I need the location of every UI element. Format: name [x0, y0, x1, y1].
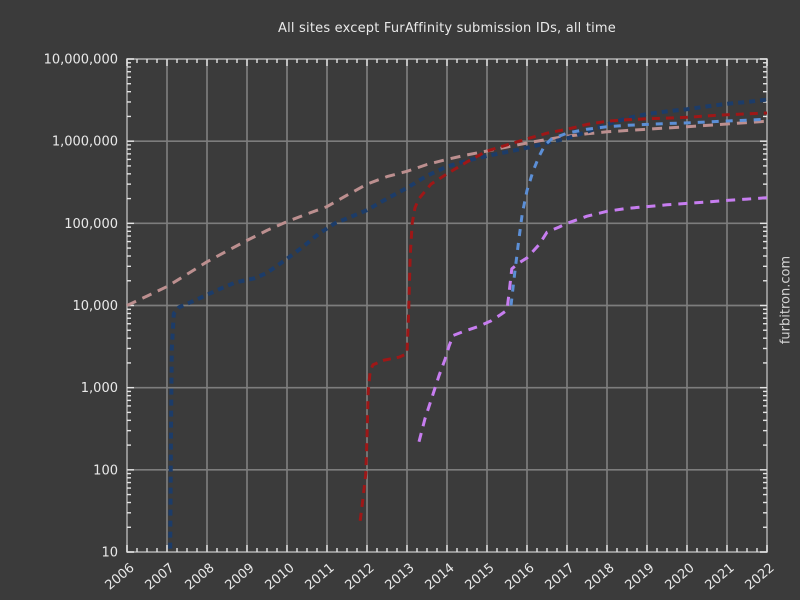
y-tick-label: 1,000,000	[52, 135, 118, 150]
series-rosybrown-dashed	[126, 119, 768, 307]
x-tick-label: 2011	[303, 561, 338, 594]
series-darkred-dashed	[358, 111, 768, 521]
x-tick-label: 2019	[623, 561, 658, 594]
x-tick-label: 2007	[143, 561, 178, 594]
x-tick-label: 2010	[263, 561, 298, 594]
x-tick-label: 2021	[703, 561, 738, 594]
series-darkblue-dashed	[168, 97, 768, 549]
x-tick-label: 2012	[343, 561, 378, 594]
series-cornflower-dashed	[509, 117, 768, 306]
y-tick-label: 10,000	[73, 299, 119, 314]
x-tick-label: 2013	[383, 561, 418, 594]
x-tick-label: 2022	[743, 561, 778, 594]
x-tick-label: 2015	[463, 561, 498, 594]
x-tick-label: 2016	[503, 561, 538, 594]
x-tick-label: 2020	[663, 561, 698, 594]
x-tick-label: 2009	[223, 561, 258, 594]
series-violet-dashed	[417, 196, 768, 443]
x-tick-label: 2008	[183, 561, 218, 594]
x-tick-label: 2018	[583, 561, 618, 594]
y-tick-label: 100,000	[64, 217, 118, 232]
x-tick-label: 2017	[543, 561, 578, 594]
y-tick-label: 100	[93, 463, 118, 478]
y-tick-label: 10,000,000	[44, 53, 118, 68]
x-tick-label: 2014	[423, 561, 458, 594]
x-tick-label: 2006	[103, 561, 138, 594]
chart-title: All sites except FurAffinity submission …	[277, 21, 616, 36]
y-tick-label: 10	[101, 546, 118, 561]
watermark-text: furbitron.com	[778, 255, 794, 345]
y-tick-label: 1,000	[81, 381, 118, 396]
